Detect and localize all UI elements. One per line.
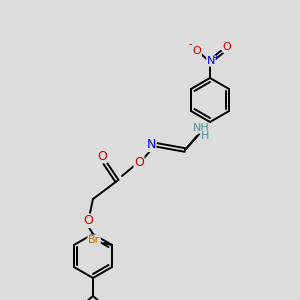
- Text: O: O: [134, 157, 144, 169]
- Text: H: H: [201, 131, 209, 141]
- Text: O: O: [223, 42, 231, 52]
- Text: -: -: [188, 39, 192, 49]
- Text: +: +: [213, 52, 219, 62]
- Text: O: O: [193, 46, 201, 56]
- Text: Br: Br: [88, 235, 100, 245]
- Text: N: N: [207, 56, 215, 66]
- Text: N: N: [146, 139, 156, 152]
- Text: O: O: [97, 149, 107, 163]
- Text: NH: NH: [193, 123, 209, 133]
- Text: O: O: [83, 214, 93, 227]
